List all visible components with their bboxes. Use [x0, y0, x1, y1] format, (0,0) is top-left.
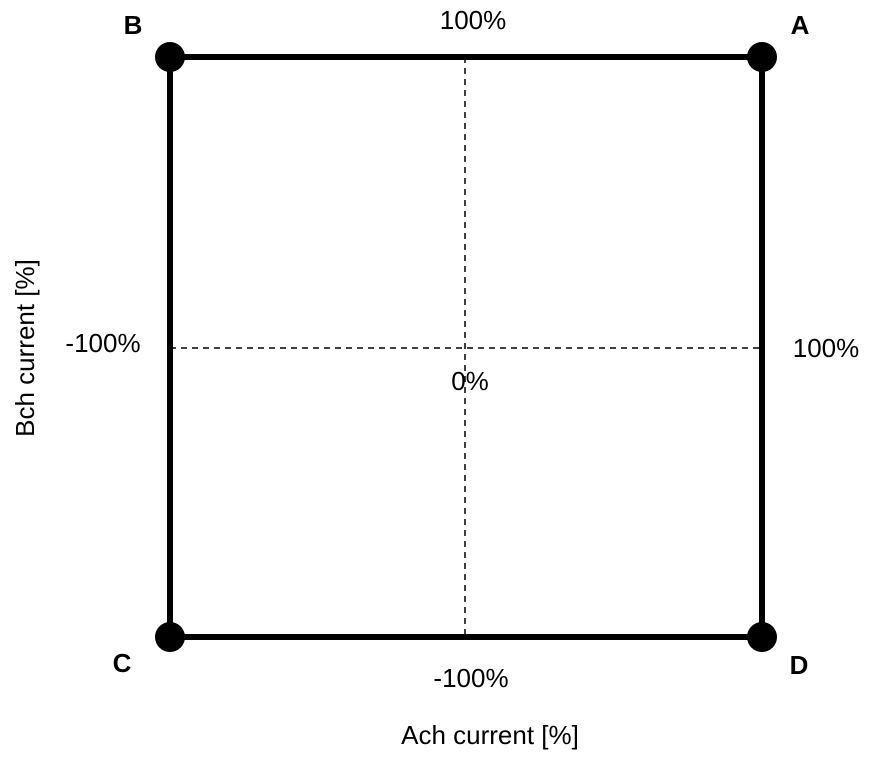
- ach-min-label: -100%: [65, 328, 140, 358]
- corner-dot: [747, 42, 777, 72]
- bch-min-label: -100%: [433, 663, 508, 693]
- corner-label: A: [791, 10, 810, 40]
- ach-axis-title: Ach current [%]: [401, 720, 579, 750]
- center-label: 0%: [451, 366, 489, 396]
- bch-axis-title: Bch current [%]: [10, 259, 40, 437]
- corner-label: C: [113, 648, 132, 678]
- corner-label: D: [790, 650, 809, 680]
- bch-max-label: 100%: [440, 5, 507, 35]
- corner-dot: [155, 42, 185, 72]
- corner-label: B: [124, 10, 143, 40]
- ach-max-label: 100%: [793, 333, 860, 363]
- corner-dot: [155, 622, 185, 652]
- corner-dot: [747, 622, 777, 652]
- square-boundary: [167, 54, 765, 640]
